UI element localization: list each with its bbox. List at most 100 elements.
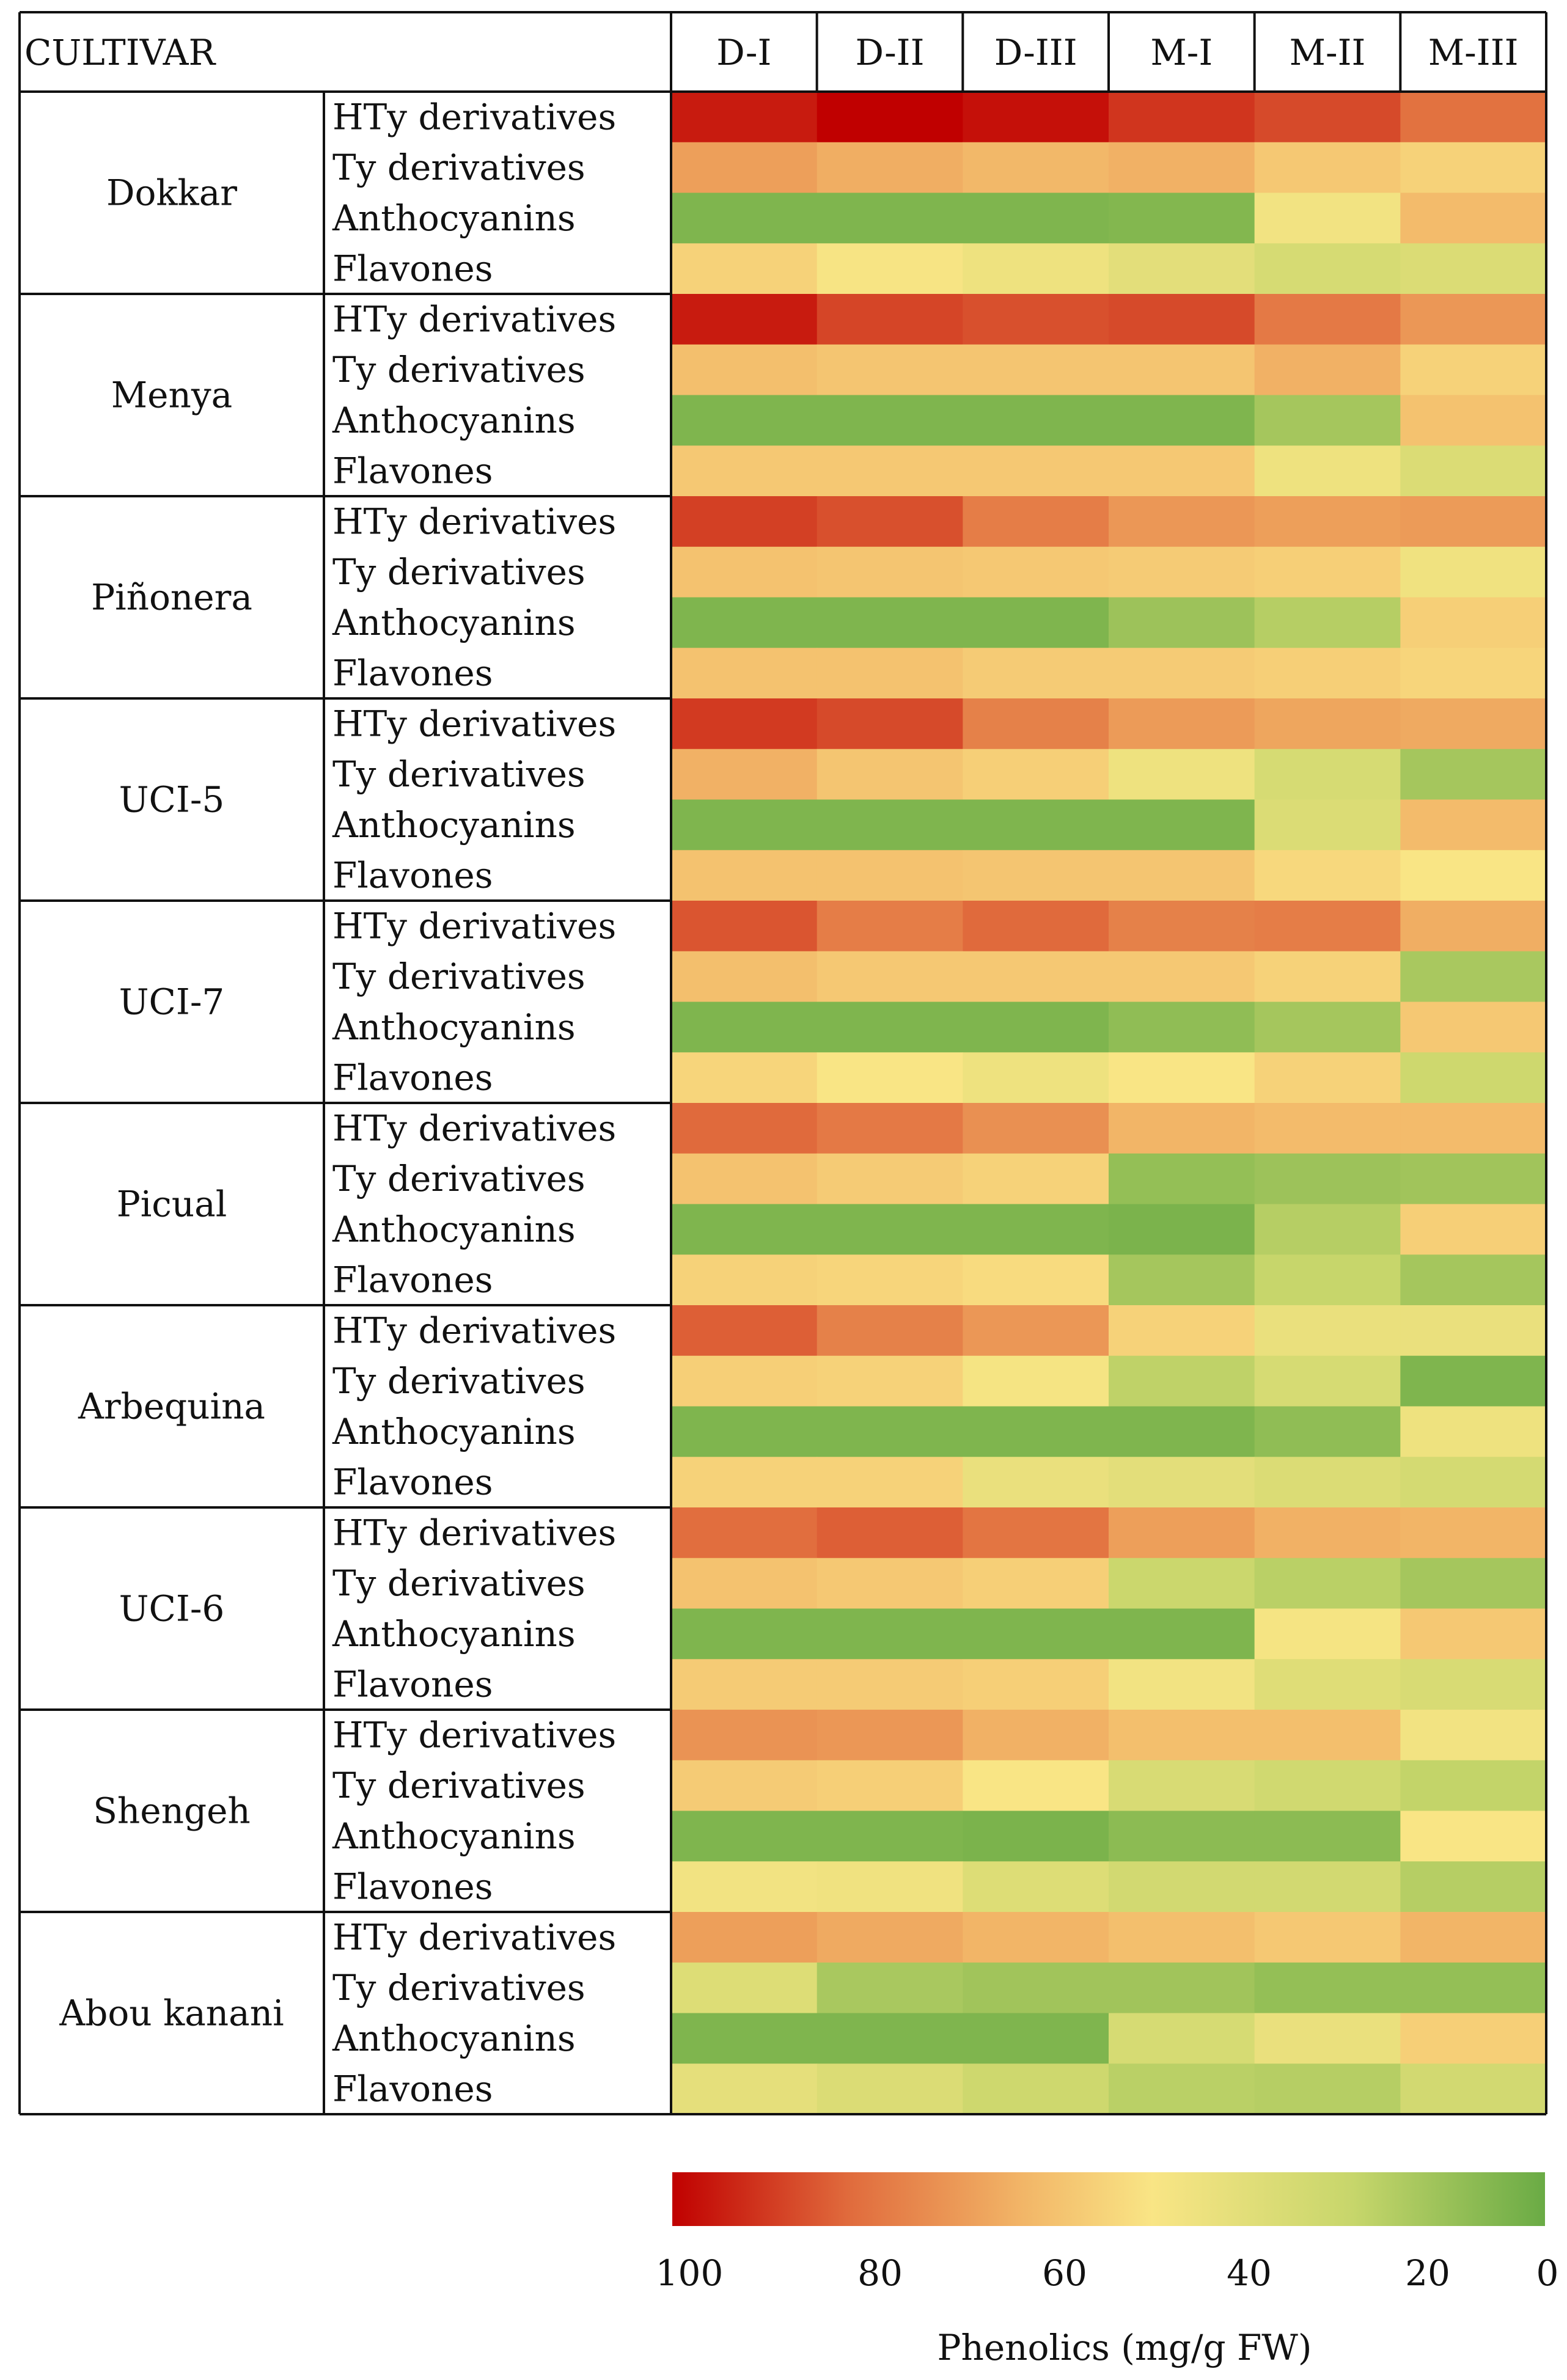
row-label: HTy derivatives bbox=[332, 1714, 616, 1756]
heatmap-cell bbox=[1254, 1659, 1401, 1710]
heatmap-cell bbox=[1400, 1153, 1547, 1205]
row-label: Anthocyanins bbox=[332, 1613, 576, 1655]
heatmap-cell bbox=[671, 344, 818, 396]
heatmap-cell bbox=[1254, 1406, 1401, 1457]
heatmap-cell bbox=[671, 850, 818, 901]
heatmap-cell bbox=[817, 294, 963, 345]
colorbar-ticks: 100 80 60 40 20 0 bbox=[656, 2252, 1559, 2294]
heatmap-cell bbox=[1254, 901, 1401, 952]
row-labels: Dokkar HTy derivatives Ty derivatives Antho… bbox=[59, 96, 616, 2109]
heatmap-cell bbox=[1400, 749, 1547, 800]
heatmap-cell bbox=[671, 1406, 818, 1457]
row-label: Anthocyanins bbox=[332, 1411, 576, 1452]
heatmap-cell bbox=[963, 142, 1109, 194]
heatmap-cell bbox=[1400, 1457, 1547, 1508]
column-header-d-ii: D-II bbox=[856, 32, 925, 73]
heatmap-cell bbox=[817, 648, 963, 699]
row-label: Anthocyanins bbox=[332, 804, 576, 846]
column-headers: D-I D-II D-III M-I M-II M-III bbox=[716, 32, 1518, 73]
heatmap-cell bbox=[963, 1204, 1109, 1255]
row-label: Flavones bbox=[332, 855, 493, 896]
heatmap-cell bbox=[817, 2013, 963, 2064]
heatmap-cell bbox=[817, 1406, 963, 1457]
heatmap-cell bbox=[963, 445, 1109, 497]
heatmap-cell bbox=[1109, 850, 1255, 901]
heatmap-cell bbox=[1109, 1153, 1255, 1205]
heatmap-cell bbox=[1109, 1710, 1255, 1761]
heatmap-cell bbox=[1109, 648, 1255, 699]
heatmap-cell bbox=[671, 1355, 818, 1407]
heatmap-cell bbox=[1400, 1507, 1547, 1559]
heatmap-cell bbox=[1254, 496, 1401, 547]
row-label: Anthocyanins bbox=[332, 602, 576, 643]
heatmap-cell bbox=[817, 142, 963, 194]
heatmap-cell bbox=[817, 1659, 963, 1710]
heatmap-cell bbox=[671, 1608, 818, 1660]
heatmap-cell bbox=[1109, 1962, 1255, 2014]
heatmap-cell bbox=[1400, 1204, 1547, 1255]
heatmap-cell bbox=[1254, 294, 1401, 345]
row-label: HTy derivatives bbox=[332, 1107, 616, 1149]
heatmap-cell bbox=[1109, 951, 1255, 1003]
row-label: HTy derivatives bbox=[332, 1309, 616, 1351]
colorbar-tick-label: 40 bbox=[1227, 2252, 1272, 2294]
heatmap-cell bbox=[1109, 1507, 1255, 1559]
heatmap-cell bbox=[1254, 597, 1401, 648]
heatmap-cell bbox=[1400, 1406, 1547, 1457]
row-label: Ty derivatives bbox=[332, 1158, 585, 1199]
heatmap-cell bbox=[817, 1457, 963, 1508]
heatmap-cell bbox=[1400, 1558, 1547, 1609]
colorbar-tick-label: 80 bbox=[857, 2252, 903, 2294]
heatmap-cell bbox=[671, 1507, 818, 1559]
heatmap-cell bbox=[1400, 92, 1547, 143]
heatmap-cell bbox=[1254, 546, 1401, 598]
heatmap-cell bbox=[963, 850, 1109, 901]
colorbar-tick-label: 0 bbox=[1536, 2252, 1559, 2294]
row-label: Flavones bbox=[332, 1462, 493, 1503]
heatmap-cell bbox=[817, 1710, 963, 1761]
heatmap-cell bbox=[671, 1153, 818, 1205]
heatmap-cell bbox=[963, 1760, 1109, 1812]
heatmap-cell bbox=[671, 395, 818, 446]
heatmap-cell bbox=[671, 92, 818, 143]
colorbar-tick-label: 60 bbox=[1042, 2252, 1087, 2294]
heatmap-cell bbox=[963, 648, 1109, 699]
heatmap-cell bbox=[671, 2063, 818, 2115]
cultivar-label: Arbequina bbox=[78, 1386, 265, 1427]
heatmap-cell bbox=[1400, 1811, 1547, 1862]
heatmap-cell bbox=[671, 496, 818, 547]
heatmap-cell bbox=[1109, 1406, 1255, 1457]
row-label: Ty derivatives bbox=[332, 753, 585, 795]
cultivar-label: Abou kanani bbox=[59, 1993, 284, 2034]
heatmap-cell bbox=[1109, 749, 1255, 800]
heatmap-cell bbox=[1109, 2013, 1255, 2064]
heatmap-cell bbox=[963, 749, 1109, 800]
heatmap-cell bbox=[1254, 698, 1401, 750]
heatmap-cell bbox=[1400, 1305, 1547, 1357]
heatmap-cell bbox=[817, 1507, 963, 1559]
heatmap-cell bbox=[671, 597, 818, 648]
heatmap-cell bbox=[1109, 243, 1255, 295]
row-label: Anthocyanins bbox=[332, 1815, 576, 1857]
heatmap-cell bbox=[817, 243, 963, 295]
heatmap-cell bbox=[817, 1305, 963, 1357]
heatmap-cell bbox=[1109, 1457, 1255, 1508]
cultivar-label: UCI-6 bbox=[119, 1588, 225, 1630]
row-label: Flavones bbox=[332, 2068, 493, 2110]
row-label: Ty derivatives bbox=[332, 1967, 585, 2008]
heatmap-cell bbox=[1400, 1608, 1547, 1660]
colorbar-label: Phenolics (mg/g FW) bbox=[937, 2327, 1312, 2368]
header-cultivar-label: CULTIVAR bbox=[24, 32, 216, 73]
column-header-d-i: D-I bbox=[716, 32, 771, 73]
heatmap-cell bbox=[1400, 395, 1547, 446]
heatmap-cell bbox=[963, 1254, 1109, 1306]
heatmap-cell bbox=[1254, 243, 1401, 295]
row-label: Flavones bbox=[332, 1664, 493, 1705]
heatmap-cell bbox=[817, 1103, 963, 1154]
heatmap-cell bbox=[963, 1052, 1109, 1104]
column-header-m-iii: M-III bbox=[1428, 32, 1519, 73]
heatmap-cell bbox=[1109, 1355, 1255, 1407]
row-label: HTy derivatives bbox=[332, 500, 616, 542]
heatmap-cell bbox=[1254, 2013, 1401, 2064]
heatmap-cell bbox=[963, 951, 1109, 1003]
